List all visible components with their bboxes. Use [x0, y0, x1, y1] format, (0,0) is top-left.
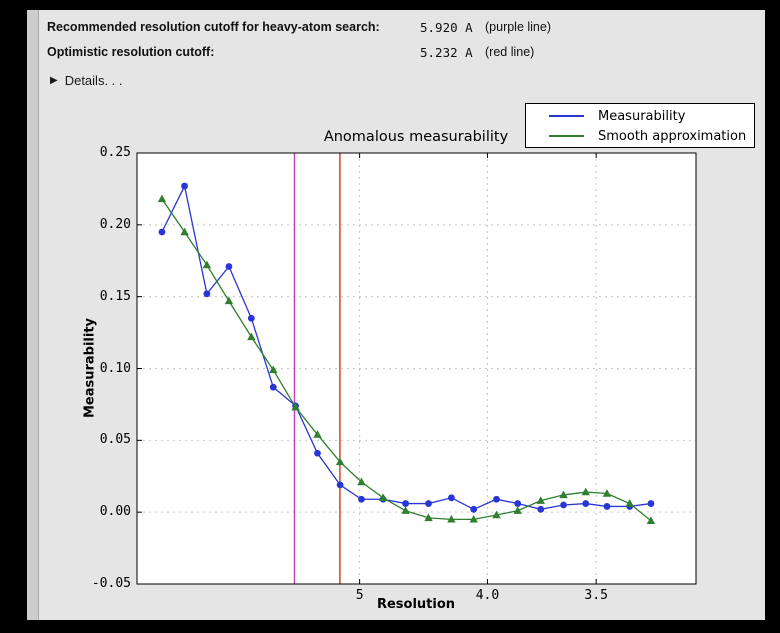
plot-figure: Anomalous measurability Measurability Re…: [27, 10, 765, 620]
legend-line-measurability-icon: [549, 115, 584, 117]
x-tick-label: 5: [355, 588, 364, 603]
y-tick-label: 0.10: [99, 360, 131, 376]
optimistic-cutoff-note: (red line): [485, 45, 535, 59]
optimistic-cutoff-value: 5.232 A: [420, 45, 473, 60]
plot-window: Recommended resolution cutoff for heavy-…: [27, 10, 765, 620]
legend-item-smooth-approximation: Smooth approximation: [526, 126, 754, 146]
recommended-cutoff-row: Recommended resolution cutoff for heavy-…: [27, 20, 765, 40]
y-tick-label: 0.00: [99, 504, 131, 520]
recommended-cutoff-value: 5.920 A: [420, 20, 473, 35]
legend-label-measurability: Measurability: [598, 108, 686, 124]
legend-line-smooth-approximation-icon: [549, 135, 584, 137]
details-toggle[interactable]: ▶ Details. . .: [50, 71, 123, 89]
legend-label-smooth-approximation: Smooth approximation: [598, 128, 747, 144]
legend-item-measurability: Measurability: [526, 106, 754, 126]
window-left-edge: [27, 10, 39, 620]
y-tick-label: 0.15: [99, 288, 131, 304]
y-tick-label: 0.05: [99, 432, 131, 448]
disclosure-triangle-icon: ▶: [50, 74, 58, 86]
optimistic-cutoff-label: Optimistic resolution cutoff:: [47, 45, 215, 59]
optimistic-cutoff-row: Optimistic resolution cutoff: 5.232 A (r…: [27, 45, 765, 65]
x-axis-label: Resolution: [376, 597, 456, 612]
x-tick-label: 3.5: [584, 588, 608, 603]
y-tick-label: 0.25: [99, 145, 131, 160]
recommended-cutoff-label: Recommended resolution cutoff for heavy-…: [47, 20, 380, 34]
recommended-cutoff-note: (purple line): [485, 20, 552, 34]
y-tick-label: -0.05: [91, 576, 131, 591]
details-label: Details. . .: [64, 72, 123, 88]
chart-title: Anomalous measurability: [323, 129, 509, 145]
plot-canvas: [136, 152, 697, 585]
x-tick-label: 4.0: [475, 588, 500, 603]
legend: Measurability Smooth approximation: [525, 103, 755, 148]
y-tick-label: 0.20: [99, 216, 131, 232]
